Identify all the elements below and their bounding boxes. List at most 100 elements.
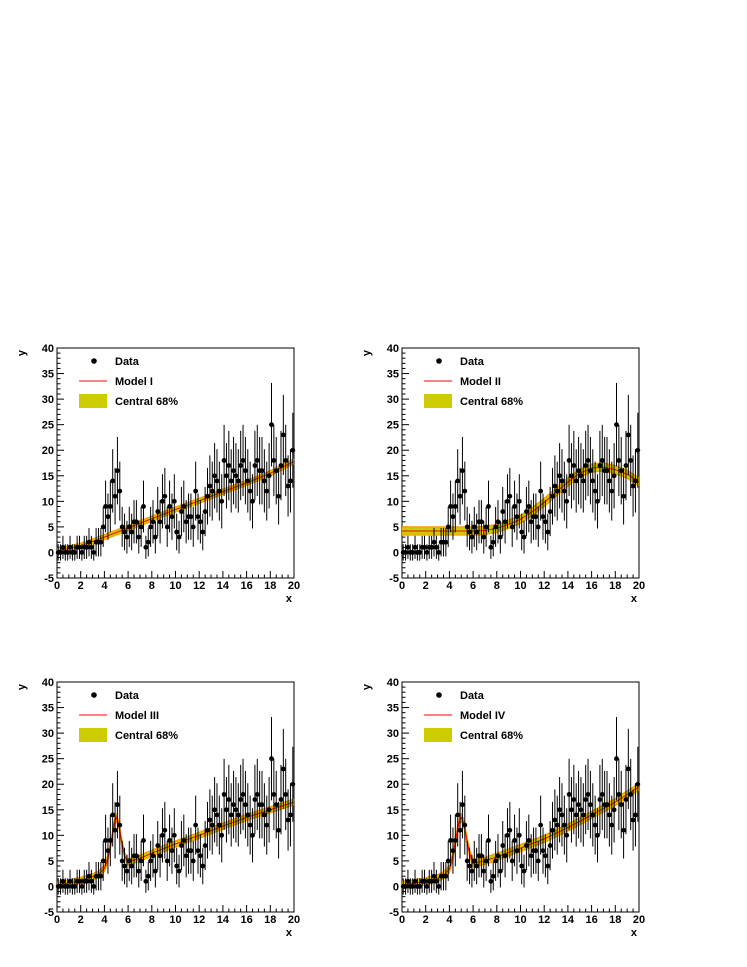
data-point bbox=[524, 843, 529, 848]
data-point bbox=[145, 539, 151, 545]
legend-data-label: Data bbox=[460, 690, 485, 702]
data-point bbox=[266, 473, 272, 479]
data-point bbox=[283, 458, 289, 463]
data-point bbox=[105, 848, 111, 854]
data-point bbox=[514, 514, 520, 520]
data-point bbox=[457, 493, 463, 499]
data-point bbox=[424, 550, 430, 555]
data-point bbox=[155, 843, 161, 848]
data-point bbox=[460, 802, 465, 808]
y-tick-label: 15 bbox=[387, 471, 399, 483]
data-point bbox=[138, 524, 144, 530]
data-point bbox=[412, 544, 418, 550]
data-point bbox=[243, 802, 248, 808]
data-point bbox=[276, 827, 281, 833]
x-tick-label: 16 bbox=[240, 914, 252, 926]
data-point bbox=[181, 838, 187, 843]
x-tick-label: 14 bbox=[562, 580, 575, 592]
data-point bbox=[117, 822, 123, 828]
data-point bbox=[126, 524, 132, 530]
data-point bbox=[60, 878, 66, 884]
data-point bbox=[467, 863, 472, 869]
data-point bbox=[221, 792, 227, 797]
data-point bbox=[188, 514, 194, 520]
x-tick-label: 6 bbox=[470, 914, 476, 926]
data-point bbox=[212, 807, 218, 813]
x-tick-label: 20 bbox=[633, 914, 645, 926]
data-point bbox=[273, 802, 279, 808]
y-tick-label: 20 bbox=[42, 445, 54, 457]
x-tick-label: 10 bbox=[514, 914, 526, 926]
legend-band-swatch bbox=[424, 728, 452, 742]
data-point bbox=[280, 432, 286, 438]
data-point bbox=[212, 473, 218, 479]
data-point bbox=[422, 544, 427, 550]
data-point bbox=[145, 873, 151, 879]
data-point bbox=[167, 838, 172, 843]
legend-band-label: Central 68% bbox=[115, 396, 178, 408]
central-68-band bbox=[57, 458, 294, 554]
x-tick-label: 6 bbox=[125, 914, 131, 926]
x-tick-label: 20 bbox=[633, 580, 645, 592]
x-tick-label: 18 bbox=[264, 580, 276, 592]
data-point bbox=[566, 458, 572, 463]
data-point bbox=[588, 468, 593, 474]
data-point bbox=[269, 756, 274, 762]
data-point bbox=[190, 524, 196, 530]
legend-data-label: Data bbox=[115, 690, 140, 702]
data-point bbox=[535, 524, 541, 530]
x-tick-label: 0 bbox=[54, 580, 60, 592]
data-point bbox=[554, 488, 560, 494]
x-tick-label: 6 bbox=[470, 580, 476, 592]
data-point bbox=[497, 868, 503, 874]
data-point bbox=[540, 514, 546, 520]
data-point bbox=[469, 868, 475, 874]
data-point bbox=[500, 843, 506, 848]
data-point bbox=[148, 858, 154, 864]
data-point bbox=[190, 858, 196, 864]
data-point bbox=[561, 822, 567, 828]
data-point bbox=[462, 488, 468, 494]
data-point bbox=[65, 550, 71, 555]
data-point bbox=[84, 544, 90, 550]
data-point bbox=[164, 524, 170, 530]
data-point bbox=[618, 468, 624, 474]
data-point bbox=[245, 478, 251, 484]
y-tick-label: -5 bbox=[389, 907, 399, 919]
data-point bbox=[474, 863, 480, 869]
data-point bbox=[245, 812, 251, 818]
legend-data-marker bbox=[91, 692, 97, 698]
data-point bbox=[431, 873, 437, 879]
data-point bbox=[197, 519, 203, 525]
data-point bbox=[405, 544, 411, 550]
data-point bbox=[519, 529, 525, 535]
data-point bbox=[107, 838, 113, 843]
data-point bbox=[571, 797, 577, 802]
data-point bbox=[67, 878, 73, 884]
data-point bbox=[452, 838, 458, 843]
data-point bbox=[264, 822, 270, 828]
x-tick-label: 20 bbox=[288, 914, 300, 926]
data-point bbox=[599, 792, 605, 797]
data-point bbox=[481, 534, 487, 540]
data-point bbox=[157, 853, 163, 859]
data-point bbox=[174, 529, 180, 535]
data-point bbox=[252, 463, 258, 468]
data-point bbox=[91, 884, 97, 889]
data-point bbox=[103, 504, 108, 509]
data-point bbox=[278, 797, 284, 802]
data-point bbox=[176, 868, 182, 874]
data-point bbox=[436, 550, 442, 555]
legend-band-label: Central 68% bbox=[460, 396, 523, 408]
data-point bbox=[129, 529, 135, 535]
data-point bbox=[595, 498, 600, 504]
data-point bbox=[502, 853, 508, 859]
data-point bbox=[573, 478, 579, 484]
data-point bbox=[571, 463, 577, 468]
y-tick-label: 15 bbox=[387, 805, 399, 817]
data-point bbox=[72, 550, 78, 555]
data-point bbox=[155, 509, 161, 514]
data-point bbox=[65, 884, 71, 889]
data-point bbox=[231, 802, 236, 808]
plot-model-ii: 0 2 4 6 8 10 12 14 16 18 20-50510152025303540xyDat… bbox=[361, 343, 645, 605]
